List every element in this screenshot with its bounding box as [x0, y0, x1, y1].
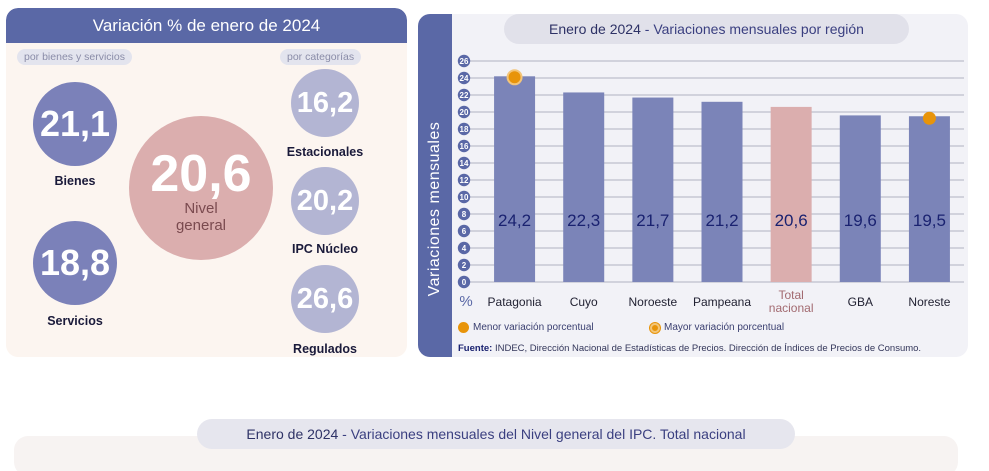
goods-bubble: 21,1 [33, 82, 117, 166]
monthly-chart-title: Enero de 2024 - Variaciones mensuales de… [197, 419, 795, 449]
bar [701, 101, 743, 282]
seasonal-caption: Estacionales [286, 145, 364, 159]
y-tick-marker [457, 71, 471, 85]
bar-value-label: 21,2 [705, 211, 738, 230]
y-tick-marker [457, 156, 471, 170]
seasonal-bubble: 16,2 [291, 69, 359, 137]
x-tick-label: Pampeana [693, 295, 751, 309]
services-value: 18,8 [39, 242, 111, 283]
services-caption: Servicios [47, 314, 103, 328]
bar-value-label: 24,2 [498, 211, 531, 230]
bar [908, 116, 950, 282]
monthly-title-prefix: Enero de 2024 [246, 426, 339, 442]
source-note: Fuente: INDEC, Dirección Nacional de Est… [458, 343, 921, 354]
bar-value-label: 21,7 [636, 211, 669, 230]
y-tick-marker [457, 173, 471, 187]
y-tick-label: 8 [462, 210, 467, 219]
y-tick-marker [457, 139, 471, 153]
y-tick-marker [457, 88, 471, 102]
y-tick-label: 6 [462, 227, 467, 236]
x-tick-label: Noreste [908, 295, 950, 309]
bar-value-label: 20,6 [775, 211, 808, 230]
core-cpi-caption: IPC Núcleo [292, 242, 358, 256]
y-tick-label: 20 [460, 108, 469, 117]
y-unit-label: % [459, 293, 472, 310]
summary-title: Variación % de enero de 2024 [6, 8, 407, 43]
bar [563, 92, 605, 282]
bar-value-label: 19,6 [844, 211, 877, 230]
y-tick-label: 12 [460, 176, 469, 185]
services-bubble: 18,8 [33, 221, 117, 305]
general-level-value: 20,6 [150, 145, 252, 203]
y-tick-label: 14 [460, 159, 469, 168]
y-tick-label: 18 [460, 125, 469, 134]
y-tick-label: 2 [462, 261, 467, 270]
min-marker [922, 111, 936, 125]
core-cpi-bubble: 20,2 [291, 167, 359, 235]
categories-label: por categorías [280, 49, 362, 65]
y-tick-marker [457, 241, 471, 255]
y-tick-label: 4 [462, 244, 467, 253]
chart-title: Enero de 2024 - Variaciones mensuales po… [504, 14, 909, 44]
min-marker-icon [458, 322, 469, 333]
x-tick-label: GBA [848, 295, 873, 309]
chart-title-main: Variaciones mensuales por región [653, 21, 864, 37]
legend-max-label: Mayor variación porcentual [664, 322, 785, 333]
general-level-label-2: general [175, 217, 227, 234]
y-tick-marker [457, 105, 471, 119]
legend-max: Mayor variación porcentual [650, 322, 784, 333]
chart-title-sep: - [640, 21, 654, 37]
y-axis-band: Variaciones mensuales [418, 14, 452, 357]
y-tick-marker [457, 224, 471, 238]
bar [839, 115, 881, 283]
bar-value-label: 22,3 [567, 211, 600, 230]
y-tick-marker [457, 258, 471, 272]
y-tick-marker [457, 122, 471, 136]
goods-services-label: por bienes y servicios [17, 49, 132, 65]
goods-caption: Bienes [54, 174, 96, 188]
bar [494, 76, 536, 282]
summary-panel: Variación % de enero de 2024 por bienes … [6, 8, 407, 357]
general-level-label-1: Nivel [184, 200, 218, 217]
y-tick-label: 24 [460, 74, 469, 83]
chart-title-prefix: Enero de 2024 [549, 21, 641, 37]
regulated-bubble: 26,6 [291, 265, 359, 333]
y-tick-label: 26 [460, 57, 469, 66]
bar [770, 106, 812, 283]
legend-min: Menor variación porcentual [458, 322, 594, 333]
bar-value-label: 19,5 [913, 211, 946, 230]
max-marker [506, 69, 523, 86]
y-tick-marker [457, 207, 471, 221]
source-text: INDEC, Dirección Nacional de Estadística… [492, 343, 922, 354]
x-tick-label: nacional [769, 301, 814, 315]
x-tick-label: Total [778, 288, 803, 302]
x-tick-label: Cuyo [570, 295, 598, 309]
x-tick-label: Noroeste [629, 295, 678, 309]
goods-value: 21,1 [39, 103, 111, 144]
monthly-title-main: Variaciones mensuales del Nivel general … [350, 426, 746, 442]
y-tick-label: 22 [460, 91, 469, 100]
x-tick-label: Patagonia [488, 295, 542, 309]
regulated-caption: Regulados [293, 342, 357, 356]
regulated-value: 26,6 [296, 282, 354, 315]
y-tick-label: 10 [460, 193, 469, 202]
bar [632, 97, 674, 282]
source-label: Fuente: [458, 343, 493, 354]
legend-min-label: Menor variación porcentual [473, 322, 594, 333]
y-tick-label: 0 [462, 278, 467, 287]
y-tick-marker [457, 190, 471, 204]
max-marker-icon [650, 322, 660, 333]
seasonal-value: 16,2 [296, 86, 354, 119]
monthly-title-sep: - [338, 426, 351, 442]
y-tick-label: 16 [460, 142, 469, 151]
general-level-bubble: 20,6 Nivel general [129, 116, 273, 260]
y-tick-marker [457, 275, 471, 289]
region-bar-chart: 02468101214161820222426%24,2Patagonia22,… [457, 54, 964, 315]
y-tick-marker [457, 54, 471, 68]
core-cpi-value: 20,2 [296, 184, 354, 217]
region-chart-panel: Variaciones mensuales Enero de 2024 - Va… [418, 14, 968, 357]
